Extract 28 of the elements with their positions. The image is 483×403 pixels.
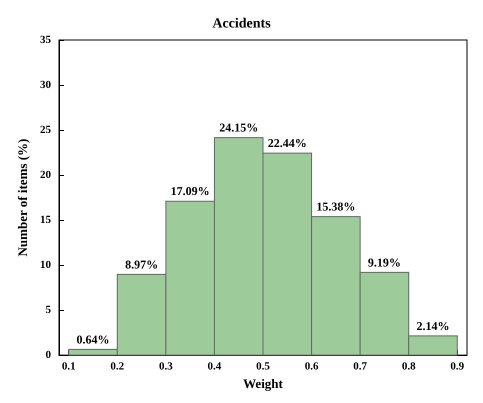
y-tick-label: 5 bbox=[46, 304, 52, 316]
x-tick-label: 0.7 bbox=[353, 360, 368, 373]
x-axis-title: Weight bbox=[243, 376, 284, 391]
x-tick-label: 0.3 bbox=[158, 360, 174, 373]
x-tick-label: 0.1 bbox=[62, 360, 76, 373]
y-tick-label: 15 bbox=[40, 214, 52, 226]
y-axis-title: Number of items (%) bbox=[15, 138, 30, 256]
data-label: 2.14% bbox=[416, 318, 450, 333]
y-tick-label: 0 bbox=[46, 349, 52, 362]
x-tick-label: 0.4 bbox=[208, 360, 222, 373]
x-tick-label: 0.2 bbox=[110, 360, 125, 373]
y-tick-label: 25 bbox=[40, 124, 52, 136]
x-tick-label: 0.6 bbox=[304, 360, 319, 373]
data-label: 15.38% bbox=[316, 200, 356, 214]
data-label: 22.44% bbox=[268, 136, 307, 150]
x-tick-label: 0.5 bbox=[256, 360, 270, 373]
data-label: 17.09% bbox=[170, 184, 210, 198]
data-label: 8.97% bbox=[125, 257, 158, 272]
y-tick-label: 10 bbox=[40, 259, 52, 272]
y-tick-label: 30 bbox=[40, 79, 52, 92]
x-tick-label: 0.9 bbox=[450, 360, 465, 373]
y-tick-label: 20 bbox=[40, 169, 52, 182]
y-tick-label: 35 bbox=[40, 34, 52, 46]
data-label: 0.64% bbox=[76, 332, 110, 346]
data-label: 24.15% bbox=[219, 120, 258, 135]
x-tick-label: 0.8 bbox=[402, 360, 416, 373]
chart-title: Accidents bbox=[212, 16, 272, 32]
data-label: 9.19% bbox=[368, 255, 401, 270]
